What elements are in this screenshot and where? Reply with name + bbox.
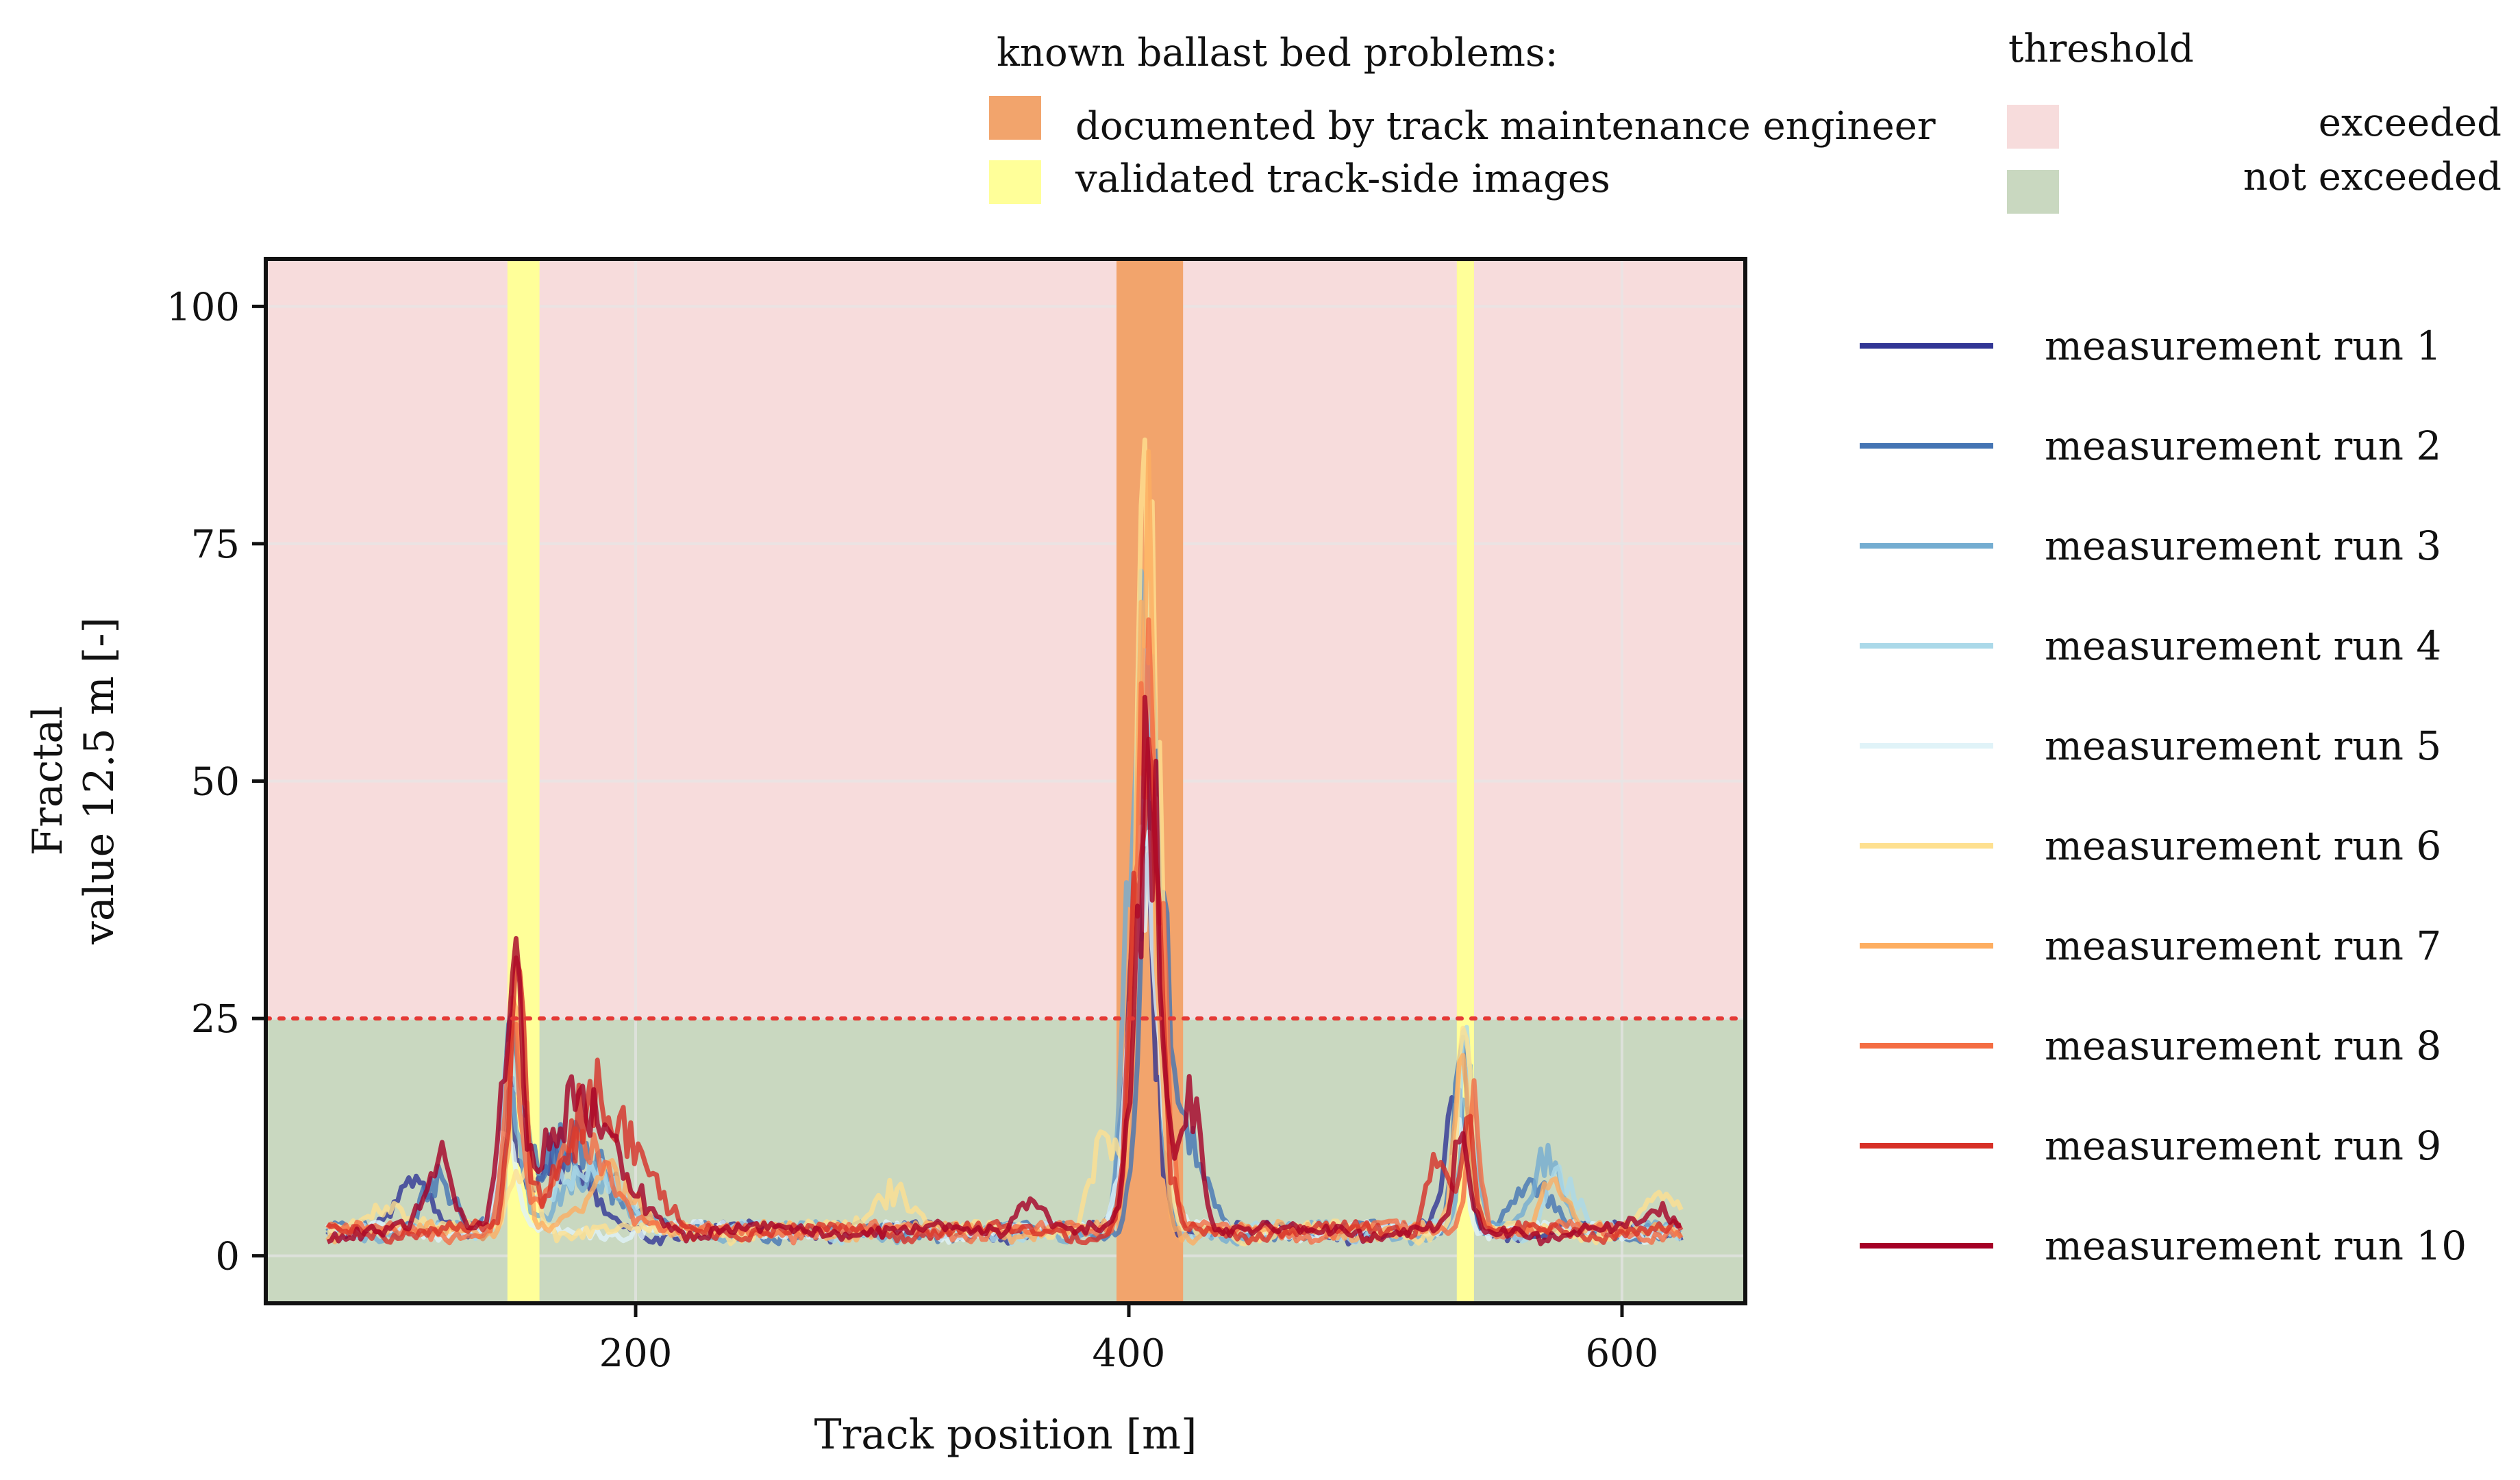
legend-validated-label: validated track-side images bbox=[1075, 157, 1610, 201]
legend-not-exceeded-swatch bbox=[2007, 170, 2059, 214]
series-line-7 bbox=[325, 449, 1683, 1246]
x-tick-label: 600 bbox=[1586, 1331, 1659, 1376]
legend-problems: known ballast bed problems: documented b… bbox=[989, 31, 1936, 204]
legend-label-run-5: measurement run 5 bbox=[2045, 723, 2441, 769]
legend-label-run-2: measurement run 2 bbox=[2045, 423, 2441, 469]
x-tick-label: 400 bbox=[1093, 1331, 1166, 1376]
legend-threshold: threshold exceeded not exceeded bbox=[2007, 27, 2502, 214]
legend-label-run-10: measurement run 10 bbox=[2045, 1222, 2467, 1269]
legend-label-run-4: measurement run 4 bbox=[2045, 623, 2441, 669]
y-axis-label-line2: value 12.5 m [-] bbox=[75, 617, 123, 945]
x-tick-label: 200 bbox=[599, 1331, 673, 1376]
y-axis-label-line1: Fractal bbox=[24, 706, 72, 856]
x-axis-label: Track position [m] bbox=[814, 1411, 1197, 1459]
legend-documented-label: documented by track maintenance engineer bbox=[1075, 104, 1936, 149]
legend-validated-swatch bbox=[989, 160, 1041, 204]
legend-label-run-7: measurement run 7 bbox=[2045, 923, 2441, 969]
legend-label-run-8: measurement run 8 bbox=[2045, 1023, 2441, 1069]
legend-problems-title: known ballast bed problems: bbox=[997, 31, 1558, 75]
y-tick-label: 100 bbox=[166, 285, 240, 329]
legend-not-exceeded-label: not exceeded bbox=[2243, 155, 2502, 199]
y-tick-label: 75 bbox=[191, 523, 240, 567]
legend-exceeded-label: exceeded bbox=[2319, 101, 2502, 145]
legend-label-run-3: measurement run 3 bbox=[2045, 523, 2441, 569]
plot-area: 200 400 600 0 25 50 75 100 bbox=[166, 257, 1747, 1376]
legend-label-run-1: measurement run 1 bbox=[2045, 323, 2441, 369]
y-tick-label: 25 bbox=[191, 997, 240, 1042]
series-line-10 bbox=[326, 694, 1682, 1246]
y-tick-label: 0 bbox=[215, 1235, 240, 1279]
series-line-9 bbox=[325, 736, 1684, 1246]
y-tick-label: 50 bbox=[191, 760, 240, 805]
legend-documented-swatch bbox=[989, 96, 1041, 140]
legend-threshold-title: threshold bbox=[2008, 27, 2194, 71]
legend-exceeded-swatch bbox=[2007, 105, 2059, 149]
not-exceeded-zone bbox=[266, 1018, 1745, 1303]
series-legend: measurement run 1 measurement run 2 measur… bbox=[1860, 323, 2467, 1269]
legend-label-run-6: measurement run 6 bbox=[2045, 823, 2441, 869]
exceeded-zone bbox=[266, 259, 1745, 1019]
legend-label-run-9: measurement run 9 bbox=[2045, 1122, 2441, 1169]
